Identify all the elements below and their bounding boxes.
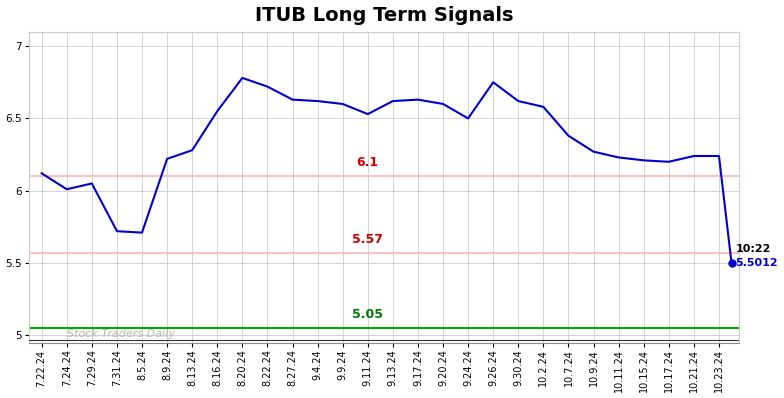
Text: 6.1: 6.1 [357,156,379,169]
Text: 5.5012: 5.5012 [735,258,778,268]
Text: 5.57: 5.57 [352,233,383,246]
Title: ITUB Long Term Signals: ITUB Long Term Signals [255,6,514,25]
Text: 5.05: 5.05 [352,308,383,321]
Text: Stock Traders Daily: Stock Traders Daily [67,329,175,339]
Text: 10:22: 10:22 [735,244,771,254]
